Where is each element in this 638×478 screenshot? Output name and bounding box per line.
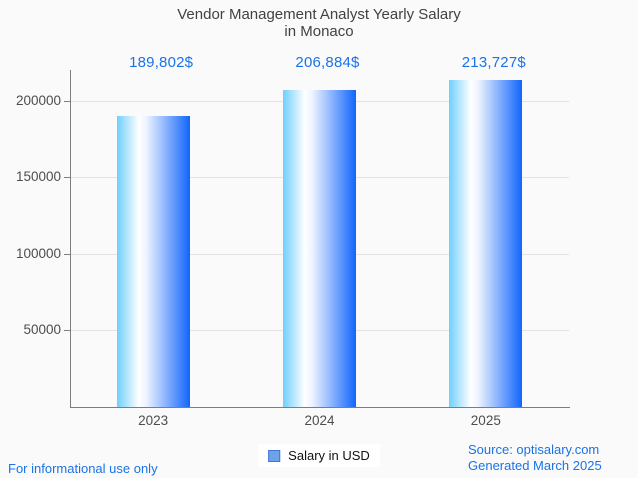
legend-label: Salary in USD xyxy=(288,448,370,463)
bar-2025[interactable] xyxy=(449,79,523,407)
chart-title-line2: in Monaco xyxy=(284,23,354,40)
y-tick-200000 xyxy=(64,100,70,102)
bar-value-label-2023: 189,802$ xyxy=(129,54,194,71)
y-tick-100000 xyxy=(64,253,70,255)
generated-date: Generated March 2025 xyxy=(468,458,602,473)
bar-2023[interactable] xyxy=(116,116,190,407)
footer-source-block: Source: optisalary.com Generated March 2… xyxy=(468,442,602,474)
x-axis-line xyxy=(70,407,570,408)
y-tick-50000 xyxy=(64,330,70,332)
x-axis-label-2023: 2023 xyxy=(138,413,169,428)
bar-value-label-2024: 206,884$ xyxy=(295,54,360,71)
x-axis-label-2024: 2024 xyxy=(304,413,335,428)
chart-title-line1: Vendor Management Analyst Yearly Salary xyxy=(177,6,461,23)
source-link[interactable]: Source: optisalary.com xyxy=(468,442,600,457)
x-axis-label-2025: 2025 xyxy=(470,413,501,428)
y-axis-label-100000: 100000 xyxy=(15,245,61,261)
y-axis-line xyxy=(70,70,71,407)
legend-swatch-icon xyxy=(268,449,281,462)
bar-2024[interactable] xyxy=(283,90,356,407)
y-axis-label-200000: 200000 xyxy=(15,92,61,108)
y-axis-label-150000: 150000 xyxy=(15,169,61,185)
bar-value-label-2025: 213,727$ xyxy=(461,54,526,71)
chart-legend: Salary in USD xyxy=(258,444,380,467)
disclaimer-text: For informational use only xyxy=(8,461,158,476)
y-tick-150000 xyxy=(64,177,70,179)
chart-title: Vendor Management Analyst Yearly Salary … xyxy=(0,6,638,40)
y-axis-label-50000: 50000 xyxy=(23,322,61,338)
